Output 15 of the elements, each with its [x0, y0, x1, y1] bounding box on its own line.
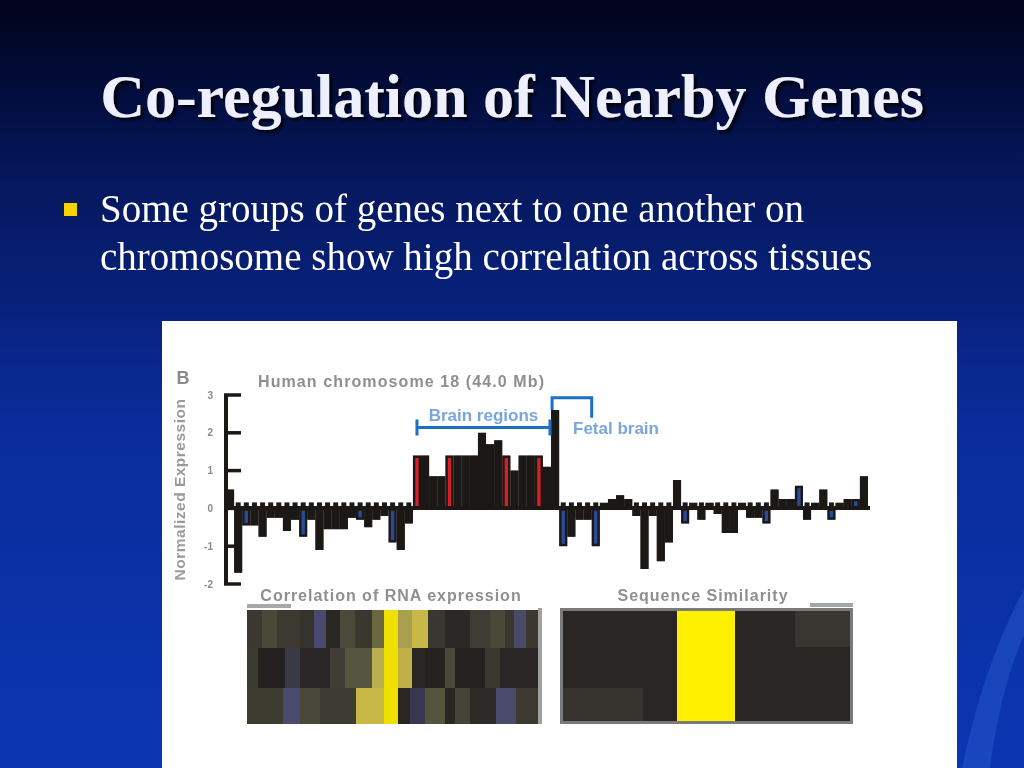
chart-subtitle: Some groups of genes next to one another on chromosome show high correlation across tissues [100, 187, 873, 279]
y-tick-label: -1 [204, 540, 214, 552]
chart-title: Co-regulation of Nearby Genes [100, 62, 924, 130]
annotation: Fetal brain [573, 419, 659, 438]
y-tick-label: 2 [207, 427, 214, 439]
annotation: Brain regions [428, 405, 539, 425]
y-tick-label: 1 [207, 465, 214, 477]
text: B [176, 368, 190, 388]
y-axis-title: Normalized Expression [171, 398, 188, 581]
text: Sequence Similarity [617, 587, 789, 604]
y-tick-label: 3 [207, 389, 214, 401]
text: Correlation of RNA expression [260, 587, 522, 604]
text: Human chromosome 18 (44.0 Mb) [258, 373, 546, 390]
y-tick-label: -2 [204, 578, 214, 590]
y-tick-label: 0 [207, 502, 214, 514]
